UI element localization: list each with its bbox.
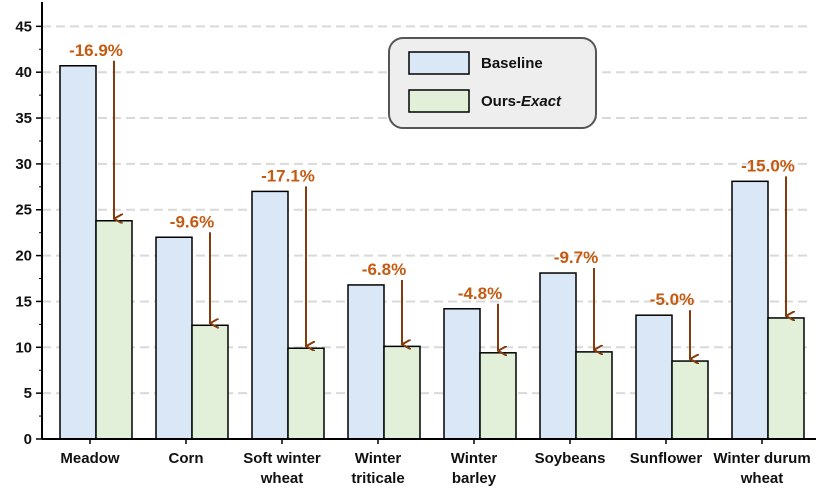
bar-baseline [731, 180, 769, 440]
reduction-label: -9.6% [170, 212, 214, 231]
y-tick-label: 20 [15, 248, 32, 265]
legend-label: Ours-Exact [481, 93, 562, 110]
legend-label: Baseline [481, 55, 543, 72]
y-tick-label: 25 [15, 202, 32, 219]
y-tick-label: 30 [15, 156, 32, 173]
bar-baseline [443, 308, 481, 440]
x-tick-label: Sunflower [630, 450, 703, 467]
reduction-label: -15.0% [741, 156, 795, 175]
x-tick-label: Winter triticale [351, 450, 404, 487]
bar-baseline [155, 236, 193, 440]
bar-ours-exact [479, 352, 517, 440]
x-tick-label: Soybeans [535, 450, 606, 467]
reduction-label: -9.7% [554, 248, 598, 267]
bar-ours-exact [287, 347, 325, 440]
reduction-label: -5.0% [650, 290, 694, 309]
x-tick-label: Winter durum wheat [713, 450, 810, 487]
legend-swatch [408, 89, 470, 113]
x-tick-label: Meadow [60, 450, 120, 467]
reduction-label: -16.9% [69, 41, 123, 60]
bar-ours-exact [383, 345, 421, 440]
y-tick-label: 35 [15, 110, 32, 127]
bar-baseline [347, 284, 385, 440]
bar-baseline [635, 314, 673, 440]
x-tick-label: Soft winter wheat [243, 450, 321, 487]
bar-ours-exact [671, 360, 709, 440]
y-tick-label: 5 [24, 385, 32, 402]
bar-ours-exact [767, 317, 805, 440]
legend-swatch [408, 51, 470, 75]
bar-ours-exact [575, 351, 613, 440]
x-tick-label: Corn [169, 450, 204, 467]
y-tick-label: 15 [15, 293, 32, 310]
reduction-arrows: -16.9% -9.6% -17.1% -6.8% -4.8% -9.7% -5.0% -15… [69, 41, 795, 359]
bar-baseline [59, 65, 97, 440]
bar-baseline [539, 272, 577, 440]
y-tick-label: 45 [15, 18, 32, 35]
reduction-label: -4.8% [458, 284, 502, 303]
legend: Baseline Ours-Exact [388, 37, 597, 129]
reduction-label: -6.8% [362, 260, 406, 279]
bar-baseline [251, 190, 289, 440]
y-tick-label: 40 [15, 64, 32, 81]
y-tick-label: 10 [15, 339, 32, 356]
x-tick-label: Winter barley [451, 450, 498, 487]
bar-ours-exact [191, 324, 229, 440]
axes: 0 5 10 15 20 25 30 35 40 45 Meadow Corn Soft winter w… [15, 2, 816, 487]
reduction-label: -17.1% [261, 166, 315, 185]
y-tick-label: 0 [24, 431, 32, 448]
bar-ours-exact [95, 219, 133, 440]
